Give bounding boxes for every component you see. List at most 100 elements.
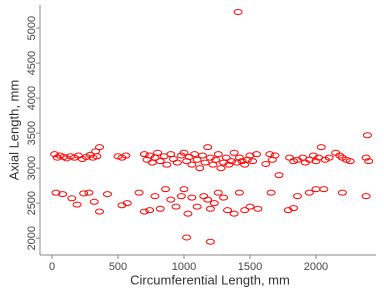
point (72, 201, 82, 208)
point (221, 154, 231, 161)
point (84, 189, 94, 196)
point (134, 189, 144, 196)
y-axis-label: Axial Length, mm (6, 80, 21, 180)
point (270, 152, 280, 159)
point (240, 207, 250, 214)
point (211, 156, 221, 163)
point (213, 151, 223, 158)
point (51, 189, 61, 196)
x-tick-label: 500 (109, 261, 127, 273)
y-tick-label: 3000 (26, 156, 38, 180)
point (232, 159, 242, 166)
point (162, 161, 172, 168)
point (248, 158, 258, 165)
point (139, 208, 149, 215)
point (168, 156, 178, 163)
x-axis-label: Circumferential Length, mm (130, 272, 290, 287)
point (237, 158, 247, 165)
point (245, 203, 255, 210)
point (121, 152, 131, 159)
point (311, 186, 321, 193)
point (208, 161, 218, 168)
point (145, 207, 155, 214)
point (50, 151, 60, 158)
point (200, 159, 210, 166)
point (234, 189, 244, 196)
point (166, 151, 176, 158)
point (153, 149, 163, 156)
point (67, 195, 77, 202)
y-tick-label: 2500 (26, 191, 38, 215)
point (316, 144, 326, 151)
point (337, 189, 347, 196)
point (150, 193, 160, 200)
x-tick-label: 1500 (238, 261, 262, 273)
point (224, 161, 234, 168)
point (209, 200, 219, 207)
point (245, 152, 255, 159)
x-tick-label: 1000 (172, 261, 196, 273)
point (192, 203, 202, 210)
point (226, 158, 236, 165)
y-tick-label: 4000 (26, 86, 38, 110)
point (234, 154, 244, 161)
y-tick-label: 3500 (26, 121, 38, 145)
point (266, 189, 276, 196)
point (183, 210, 193, 217)
point (216, 165, 226, 172)
point (261, 160, 271, 167)
point (304, 189, 314, 196)
point (172, 159, 182, 166)
point (361, 154, 371, 161)
point (176, 193, 186, 200)
point (182, 234, 192, 241)
point (139, 151, 149, 158)
point (161, 186, 171, 193)
point (187, 194, 197, 201)
point (252, 151, 262, 158)
point (292, 193, 302, 200)
point (203, 196, 213, 203)
point (59, 153, 69, 160)
point (364, 158, 374, 165)
point (179, 186, 189, 193)
point (179, 149, 189, 156)
point (229, 210, 239, 217)
point (362, 132, 372, 139)
y-tick-label: 2000 (26, 226, 38, 250)
point (102, 191, 112, 198)
x-tick-label: 0 (49, 261, 55, 273)
point (205, 238, 215, 245)
point (274, 172, 284, 179)
point (205, 205, 215, 212)
point (345, 158, 355, 165)
point (89, 198, 99, 205)
point (197, 152, 207, 159)
point (79, 190, 89, 197)
point (203, 144, 213, 151)
y-tick-label: 4500 (26, 51, 38, 75)
point (91, 148, 101, 155)
point (190, 151, 200, 158)
point (122, 200, 132, 207)
point (155, 158, 165, 165)
x-tick-label: 2000 (304, 261, 328, 273)
point (147, 159, 157, 166)
point (95, 208, 105, 215)
point (265, 151, 275, 158)
point (192, 156, 202, 163)
point (253, 205, 263, 212)
point (223, 207, 233, 214)
point (171, 203, 181, 210)
point (166, 196, 176, 203)
point (219, 194, 229, 201)
y-tick-label: 5000 (26, 16, 38, 40)
point (155, 205, 165, 212)
point (58, 191, 68, 198)
point (289, 205, 299, 212)
point (213, 189, 223, 196)
point (229, 149, 239, 156)
point (199, 193, 209, 200)
point (187, 161, 197, 168)
